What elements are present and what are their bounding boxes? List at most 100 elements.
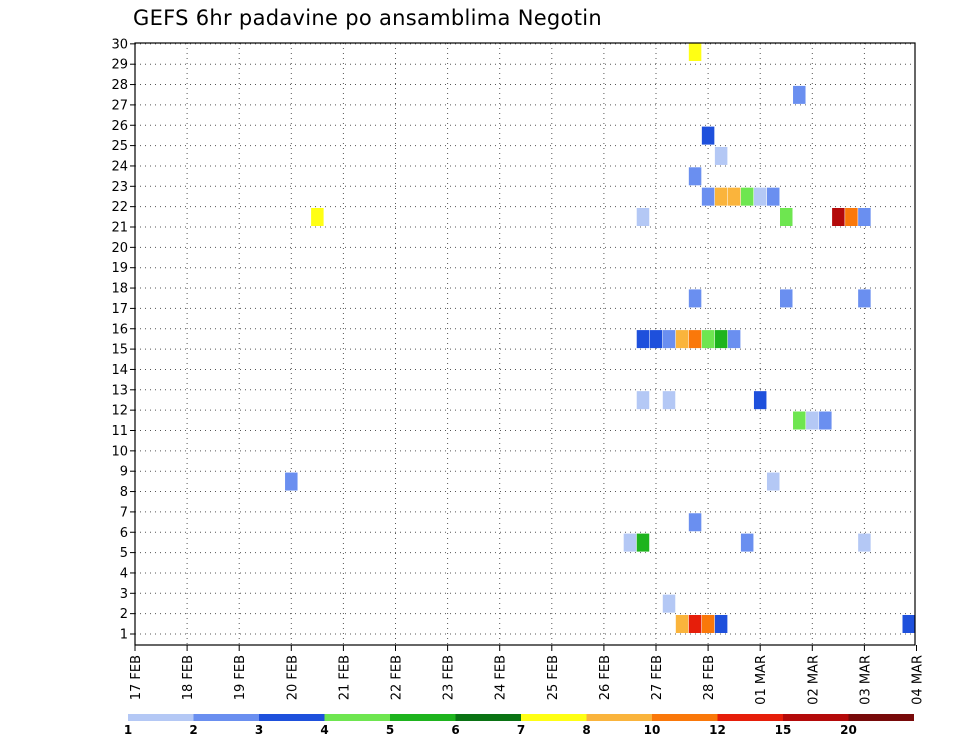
xtick-label: 02 MAR [806,655,821,705]
heatmap-cell [662,594,676,613]
ytick-label: 28 [111,78,128,93]
xtick-label: 19 FEB [233,655,248,700]
heatmap-cell [688,167,702,186]
ytick-label: 14 [111,363,128,378]
heatmap-cell [727,330,741,349]
ytick-label: 25 [111,139,128,154]
colorbar-label: 5 [386,723,394,737]
heatmap-cell [845,208,858,226]
heatmap-cell [753,391,767,410]
heatmap-cell [688,330,702,349]
colorbar-label: 15 [775,723,792,737]
ytick-label: 18 [111,282,128,297]
ytick-label: 21 [111,221,128,236]
ytick-label: 16 [111,322,128,337]
heatmap-cell [806,411,819,430]
colorbar-segment [652,714,718,721]
heatmap-cell [636,533,650,552]
ytick-label: 6 [120,526,128,541]
xtick-label: 03 MAR [858,655,873,705]
ytick-label: 19 [111,261,128,276]
ytick-label: 4 [120,566,128,581]
heatmap-cell [675,615,689,633]
heatmap-cell [740,533,754,552]
heatmap-cell [780,289,793,308]
xtick-label: 24 FEB [494,655,509,700]
ytick-label: 29 [111,58,128,73]
xtick-label: 23 FEB [442,655,457,700]
ytick-label: 13 [111,383,128,398]
colorbar-segment [390,714,456,721]
heatmap-cell [285,472,298,491]
xtick-label: 27 FEB [650,655,665,700]
colorbar-label: 20 [840,723,857,737]
ytick-label: 2 [120,607,128,622]
ytick-label: 15 [111,343,128,358]
xtick-label: 28 FEB [702,655,717,700]
heatmap-cell [793,85,806,104]
heatmap-cell [766,472,780,491]
colorbar-segment [521,714,587,721]
heatmap-cell [701,126,715,145]
heatmap-cell [832,208,845,226]
ytick-label: 5 [120,546,128,561]
colorbar-label: 10 [644,723,661,737]
ytick-label: 27 [111,98,128,113]
heatmap-cell [740,187,754,206]
ytick-label: 12 [111,404,128,419]
grid [135,43,915,645]
ytick-label: 11 [111,424,128,439]
ytick-label: 10 [111,444,128,459]
heatmap-cell [701,330,715,349]
heatmap-cell [662,330,676,349]
heatmap-cell [649,330,663,349]
heatmap-cell [675,330,689,349]
heatmap-cell [753,187,767,206]
heatmap-cell [714,146,728,165]
xtick-label: 25 FEB [546,655,561,700]
colorbar-segment [193,714,259,721]
heatmap-cell [623,533,637,552]
ytick-label: 9 [120,465,128,480]
colorbar: 1 2 3 4 5 6 7 8 10 12 15 20 [124,714,914,737]
heatmap-cell [714,330,728,349]
xtick-label: 26 FEB [598,655,613,700]
ytick-label: 30 [111,37,128,52]
cells [285,43,915,633]
ytick-label: 23 [111,180,128,195]
heatmap-cell [902,615,915,633]
colorbar-segment [783,714,849,721]
colorbar-label: 1 [124,723,132,737]
xtick-label: 21 FEB [337,655,352,700]
heatmap-cell [793,411,806,430]
plot-frame [134,42,916,646]
colorbar-label: 3 [255,723,263,737]
heatmap-cell [688,43,702,61]
colorbar-label: 8 [582,723,590,737]
ytick-label: 1 [120,628,128,643]
ytick-label: 26 [111,119,128,134]
heatmap-cell [780,208,793,226]
heatmap-cell [701,615,715,633]
chart-title: GEFS 6hr padavine po ansamblima Negotin [133,6,602,30]
colorbar-label: 2 [189,723,197,737]
xtick-label: 18 FEB [181,655,196,700]
xtick-label: 04 MAR [911,655,926,705]
heatmap-cell [766,187,780,206]
heatmap-cell [688,513,702,532]
heatmap-cell [688,615,702,633]
heatmap-cell [858,289,871,308]
heatmap-cell [819,411,832,430]
heatmap-cell [688,289,702,308]
heatmap-cell [714,615,728,633]
ytick-label: 8 [120,485,128,500]
colorbar-segment [455,714,521,721]
heatmap-cell [714,187,728,206]
heatmap-cell [858,533,871,552]
colorbar-label: 12 [709,723,726,737]
heatmap-cell [636,391,650,410]
ytick-label: 22 [111,200,128,215]
colorbar-segment [128,714,194,721]
colorbar-segment [586,714,652,721]
